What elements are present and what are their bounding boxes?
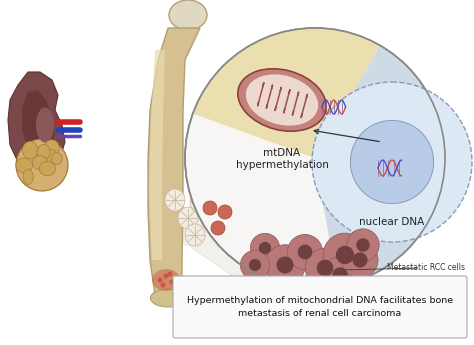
- Wedge shape: [193, 28, 380, 158]
- Circle shape: [170, 279, 174, 285]
- Circle shape: [288, 235, 322, 269]
- Ellipse shape: [178, 207, 198, 229]
- Circle shape: [185, 28, 445, 288]
- Circle shape: [298, 245, 312, 259]
- Circle shape: [218, 205, 232, 219]
- Ellipse shape: [169, 0, 207, 30]
- Circle shape: [356, 238, 370, 252]
- Ellipse shape: [203, 209, 223, 231]
- Polygon shape: [22, 90, 55, 155]
- Ellipse shape: [37, 145, 50, 160]
- Circle shape: [203, 201, 217, 215]
- Ellipse shape: [190, 191, 210, 213]
- Ellipse shape: [39, 161, 55, 176]
- Circle shape: [305, 248, 345, 288]
- Circle shape: [265, 245, 305, 285]
- Ellipse shape: [44, 140, 59, 156]
- Circle shape: [240, 250, 270, 279]
- Circle shape: [353, 253, 367, 268]
- Polygon shape: [148, 28, 200, 300]
- Ellipse shape: [32, 156, 47, 170]
- Wedge shape: [315, 46, 445, 286]
- Circle shape: [336, 246, 354, 264]
- Ellipse shape: [151, 289, 185, 307]
- Circle shape: [249, 259, 261, 271]
- Circle shape: [332, 267, 348, 283]
- Ellipse shape: [36, 147, 48, 163]
- Circle shape: [317, 260, 333, 276]
- Circle shape: [276, 256, 293, 274]
- Polygon shape: [148, 165, 310, 330]
- FancyBboxPatch shape: [173, 276, 467, 338]
- Ellipse shape: [16, 139, 68, 191]
- Ellipse shape: [246, 75, 318, 126]
- Polygon shape: [149, 50, 165, 260]
- Ellipse shape: [22, 141, 38, 159]
- Text: Hypermethylation of mitochondrial DNA facilitates bone
metastasis of renal cell : Hypermethylation of mitochondrial DNA fa…: [187, 296, 453, 318]
- Polygon shape: [8, 72, 65, 170]
- Circle shape: [211, 221, 225, 235]
- Ellipse shape: [165, 189, 185, 211]
- Text: nuclear DNA: nuclear DNA: [359, 217, 425, 227]
- Ellipse shape: [23, 169, 33, 184]
- Circle shape: [323, 233, 367, 277]
- Ellipse shape: [152, 269, 180, 291]
- Ellipse shape: [41, 150, 59, 165]
- Circle shape: [322, 257, 358, 293]
- Circle shape: [259, 242, 271, 254]
- Text: mtDNA
hypermethylation: mtDNA hypermethylation: [236, 148, 328, 170]
- Circle shape: [164, 274, 168, 278]
- Circle shape: [350, 120, 434, 204]
- Circle shape: [250, 233, 280, 263]
- Ellipse shape: [36, 108, 54, 142]
- Ellipse shape: [185, 224, 205, 246]
- Circle shape: [342, 242, 378, 278]
- Circle shape: [157, 277, 163, 283]
- Ellipse shape: [238, 69, 326, 131]
- Ellipse shape: [16, 158, 32, 173]
- Ellipse shape: [51, 152, 62, 165]
- Circle shape: [161, 283, 165, 287]
- Circle shape: [167, 272, 173, 276]
- Circle shape: [312, 82, 472, 242]
- Circle shape: [347, 229, 379, 261]
- Text: Metastatic RCC cells: Metastatic RCC cells: [387, 264, 465, 273]
